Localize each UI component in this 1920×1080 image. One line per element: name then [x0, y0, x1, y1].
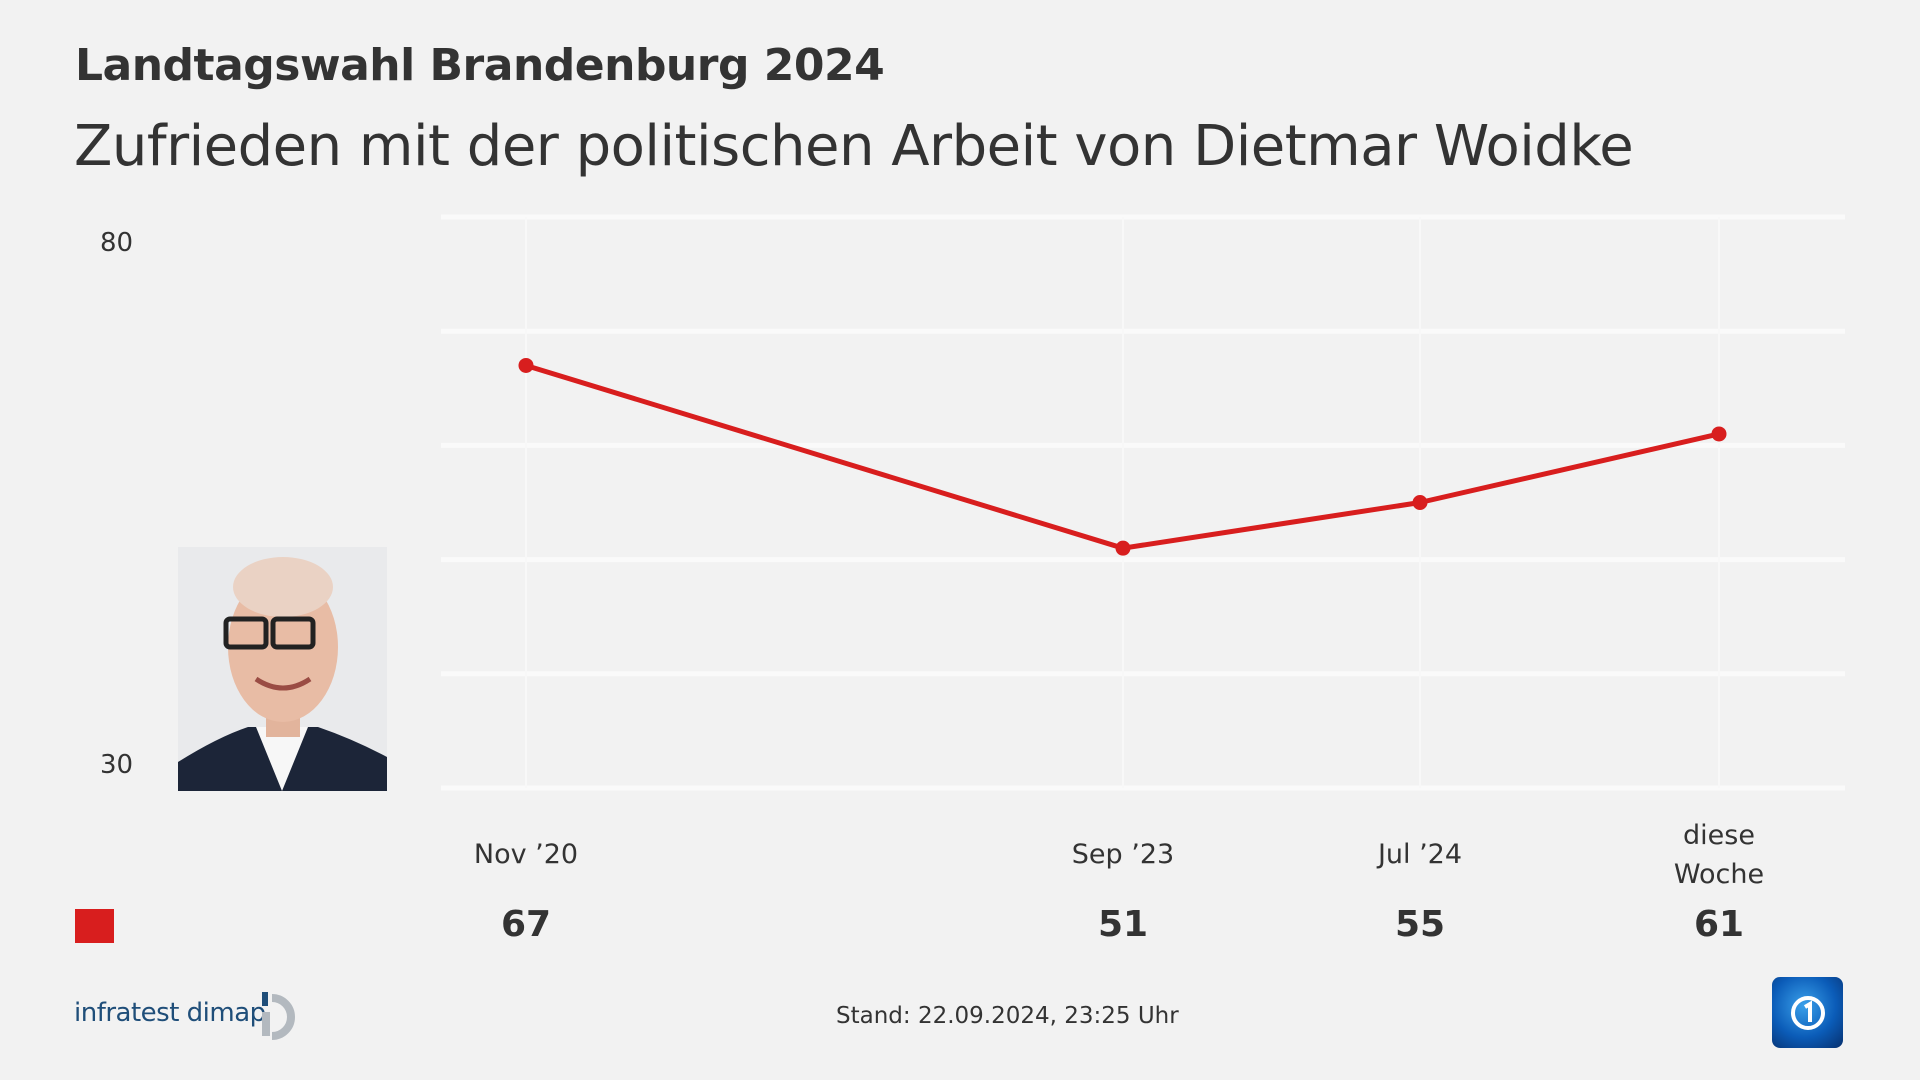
- y-tick-label-30: 30: [100, 750, 134, 780]
- legend-swatch: [75, 909, 114, 943]
- infratest-dimap-logo-mark: [262, 992, 295, 1040]
- x-tick-label-line: diese: [1683, 820, 1755, 851]
- chart-subtitle: Zufrieden mit der politischen Arbeit von…: [74, 114, 1634, 179]
- timestamp: Stand: 22.09.2024, 23:25 Uhr: [836, 1003, 1179, 1029]
- chart-title: Landtagswahl Brandenburg 2024: [75, 40, 885, 91]
- series-line: [525, 363, 1720, 551]
- x-tick-label-line: Jul ’24: [1377, 839, 1463, 870]
- data-label: 61: [1693, 904, 1745, 945]
- x-tick-label: Sep ’23: [1023, 835, 1223, 874]
- data-label: 55: [1394, 904, 1446, 945]
- x-tick-label-line: Nov ’20: [473, 839, 579, 870]
- x-tick-label-line: Sep ’23: [1071, 839, 1175, 870]
- tagesschau-logo: [1772, 977, 1843, 1048]
- data-label: 67: [500, 904, 552, 945]
- data-point: [1115, 540, 1131, 556]
- ard-one-icon: [1791, 996, 1825, 1030]
- data-point: [1711, 426, 1727, 442]
- y-tick-label-80: 80: [100, 228, 134, 258]
- x-tick-label: diese Woche: [1619, 816, 1819, 894]
- x-tick-label: Jul ’24: [1320, 835, 1520, 874]
- data-point: [518, 357, 534, 373]
- data-point: [1412, 495, 1428, 510]
- x-tick-label-line: Woche: [1673, 859, 1765, 890]
- candidate-photo: [178, 547, 387, 791]
- infratest-dimap-logo: infratest dimap: [74, 998, 266, 1028]
- x-tick-label: Nov ’20: [426, 835, 626, 874]
- data-label: 51: [1097, 904, 1149, 945]
